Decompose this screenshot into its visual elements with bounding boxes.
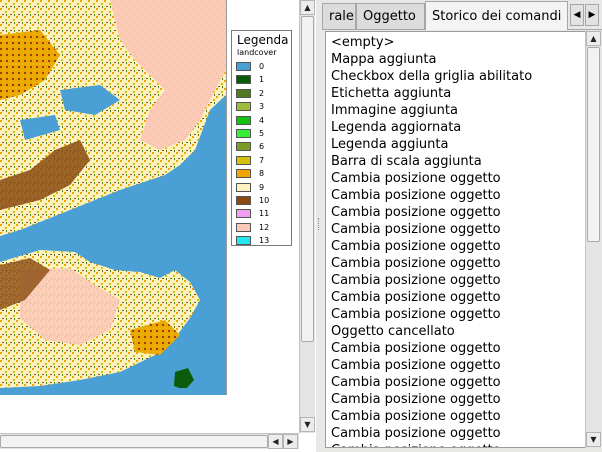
legend-layer-name: landcover [237,48,277,57]
legend-swatch [236,155,251,165]
map-legend[interactable]: Legenda landcover 0 1 2 3 4 5 6 7 8 9 10 11 12 13 [231,30,292,246]
legend-item-label: 6 [259,142,265,152]
tab-generale[interactable]: rale [322,3,356,29]
legend-item-label: 2 [259,88,265,98]
legend-swatch [236,62,251,71]
legend-item-label: 11 [259,209,270,219]
history-list-item[interactable]: Cambia posizione oggetto [331,307,501,322]
history-list-item[interactable]: Oggetto cancellato [331,324,455,339]
dock-tab-bar: rale Oggetto Storico dei comandi ◀ ▶ [322,0,602,30]
legend-swatch [236,142,251,152]
tab-generale-label: rale [329,9,354,24]
legend-swatch [236,88,251,98]
legend-title: Legenda [237,33,289,47]
legend-item: 13 [236,235,292,246]
legend-item-label: 0 [259,62,265,71]
legend-item: 2 [236,88,292,99]
history-list-item[interactable]: Cambia posizione oggetto [331,273,501,288]
history-list-item[interactable]: Cambia posizione oggetto [331,409,501,424]
history-list-item[interactable]: Cambia posizione oggetto [331,171,501,186]
canvas-vertical-scroll-thumb[interactable] [301,16,314,342]
legend-item: 9 [236,182,292,193]
legend-swatch [236,169,251,179]
history-scroll-down-icon[interactable]: ▼ [586,432,601,447]
tab-scroll-right-icon[interactable]: ▶ [585,4,599,26]
history-list-item[interactable]: Cambia posizione oggetto [331,426,501,441]
canvas-horizontal-scrollbar[interactable]: ◀ ▶ [0,433,299,449]
legend-item-label: 4 [259,115,265,125]
legend-item: 4 [236,115,292,126]
legend-swatch [236,236,251,246]
map-raster [0,0,227,433]
scroll-down-icon[interactable]: ▼ [300,417,315,432]
splitter-grip [318,218,321,230]
legend-item-label: 1 [259,75,265,85]
legend-item: 12 [236,222,292,233]
legend-swatch [236,196,251,205]
legend-swatch [236,102,251,112]
history-list-item[interactable]: Legenda aggiunta [331,137,449,152]
legend-swatch [236,115,251,125]
history-list-item[interactable]: <empty> [331,35,395,50]
legend-item-label: 7 [259,155,265,165]
history-list-item[interactable]: Immagine aggiunta [331,103,458,118]
legend-swatch [236,209,251,219]
legend-item: 8 [236,168,292,179]
legend-swatch [236,182,251,192]
scroll-left-icon[interactable]: ◀ [268,434,283,449]
legend-item-label: 8 [259,169,265,179]
legend-item: 5 [236,128,292,139]
legend-swatch [236,75,251,85]
legend-item: 1 [236,74,292,85]
history-list-item[interactable]: Cambia posizione oggetto [331,358,501,373]
scroll-up-icon[interactable]: ▲ [300,0,315,15]
command-history-list[interactable]: <empty> Mappa aggiunta Checkbox della grig… [325,31,588,448]
history-scroll-thumb[interactable] [587,47,600,242]
history-list-item[interactable]: Etichetta aggiunta [331,86,452,101]
composer-canvas[interactable]: Legenda landcover 0 1 2 3 4 5 6 7 8 9 10 11 12 13 ▲ ▼… [0,0,316,452]
tab-storico-dei-comandi[interactable]: Storico dei comandi [425,1,568,30]
scroll-right-icon[interactable]: ▶ [283,434,298,449]
legend-item-label: 13 [259,236,270,246]
canvas-vertical-scrollbar[interactable]: ▲ ▼ [299,0,315,433]
history-list-item[interactable]: Cambia posizione oggetto [331,341,501,356]
history-list-item[interactable]: Cambia posizione oggetto [331,442,501,447]
legend-item-label: 3 [259,102,265,112]
history-list-item[interactable]: Cambia posizione oggetto [331,290,501,305]
legend-swatch [236,222,251,232]
history-list-item[interactable]: Legenda aggiornata [331,120,462,135]
history-list-item[interactable]: Checkbox della griglia abilitato [331,69,533,84]
history-list-item[interactable]: Cambia posizione oggetto [331,205,501,220]
legend-item-label: 10 [259,196,270,205]
history-list-item[interactable]: Barra di scala aggiunta [331,154,482,169]
legend-item: 3 [236,101,292,112]
legend-item-label: 5 [259,129,265,138]
history-list-item[interactable]: Cambia posizione oggetto [331,188,501,203]
history-list-item[interactable]: Mappa aggiunta [331,52,437,67]
history-list-item[interactable]: Cambia posizione oggetto [331,222,501,237]
legend-item-label: 12 [259,222,270,232]
history-list-item[interactable]: Cambia posizione oggetto [331,375,501,390]
legend-item: 7 [236,155,292,166]
tab-oggetto-label: Oggetto [363,9,416,24]
dock-splitter[interactable] [316,0,322,452]
history-list-item[interactable]: Cambia posizione oggetto [331,392,501,407]
legend-item: 10 [236,195,292,206]
history-scroll-up-icon[interactable]: ▲ [586,31,601,46]
tab-storico-label: Storico dei comandi [432,9,562,24]
history-list-item[interactable]: Cambia posizione oggetto [331,256,501,271]
canvas-horizontal-scroll-thumb[interactable] [0,435,268,448]
history-vertical-scrollbar[interactable]: ▲ ▼ [585,31,601,448]
legend-swatch [236,129,251,138]
tab-oggetto[interactable]: Oggetto [356,3,425,29]
history-list-item[interactable]: Cambia posizione oggetto [331,239,501,254]
legend-item-label: 9 [259,182,265,192]
tab-scroll-left-icon[interactable]: ◀ [570,4,584,26]
legend-item: 6 [236,141,292,152]
legend-item: 0 [236,61,292,72]
legend-item: 11 [236,208,292,219]
